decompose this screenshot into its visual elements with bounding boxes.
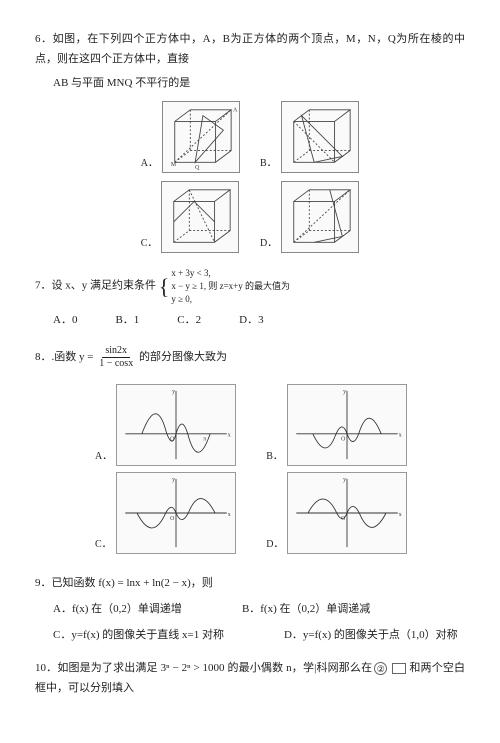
q9-opt-c: C．y=f(x) 的图像关于直线 x=1 对称 [53, 626, 224, 646]
q8-fraction: sin2x1 − cosx [96, 345, 136, 370]
svg-text:O: O [342, 516, 346, 522]
q8-fig-a: A． x y Oπ [95, 384, 236, 466]
q7-opt-b: B．1 [115, 311, 139, 331]
q7-sys1: x − y ≥ 1, 则 z=x+y 的最大值为 [171, 280, 290, 293]
q8-num: 8． [35, 351, 52, 363]
question-6: 6．如图，在下列四个正方体中，A，B为正方体的两个顶点，M，N，Q为所在棱的中点… [35, 30, 465, 253]
svg-text:π: π [204, 437, 207, 443]
question-10: 10．如图是为了求出满足 3ⁿ − 2ⁿ > 1000 的最小偶数 n，学|科网… [35, 659, 465, 699]
q6-line2: AB 与平面 MNQ 不平行的是 [53, 74, 465, 94]
svg-text:O: O [170, 516, 174, 522]
q8-post: 的部分图像大致为 [136, 351, 227, 363]
q6-label-d: D． [260, 235, 277, 253]
q8-denom: 1 − cosx [96, 358, 136, 370]
svg-text:x: x [399, 512, 402, 518]
svg-text:y: y [172, 477, 175, 483]
svg-text:A: A [233, 108, 238, 114]
q6-label-b: B． [260, 155, 277, 173]
q7-system: x + 3y < 3,x − y ≥ 1, 则 z=x+y 的最大值为y ≥ 0… [171, 267, 290, 305]
q8-fig-c: C． x y O [95, 472, 236, 554]
q7-sys2: y ≥ 0, [171, 293, 290, 306]
q6-figures: A． M A Q B． C． D． [35, 101, 465, 253]
svg-text:y: y [172, 389, 175, 395]
brace-icon: { [159, 280, 170, 293]
svg-text:Q: Q [195, 165, 200, 171]
graph-a: x y Oπ [116, 384, 236, 466]
q7-opt-d: D．3 [239, 311, 263, 331]
q8-figures: A． x y Oπ B． x y O C． x y O D． x y O [35, 378, 465, 560]
q6-fig-d: D． [260, 181, 359, 253]
q10-text: 10．如图是为了求出满足 3ⁿ − 2ⁿ > 1000 的最小偶数 n，学|科网… [35, 659, 465, 699]
graph-b: x y O [287, 384, 407, 466]
q8-fig-d: D． x y O [266, 472, 407, 554]
q7-sys0: x + 3y < 3, [171, 267, 290, 280]
q9-text: 9．已知函数 f(x) = lnx + ln(2 − x)，则 [35, 574, 465, 594]
q9-num: 9． [35, 577, 52, 589]
q6-label-a: A． [141, 155, 158, 173]
q10-text-a: 如图是为了求出满足 3ⁿ − 2ⁿ > 1000 的最小偶数 n，学|科网那么在 [57, 662, 372, 674]
q7-opt-a: A．0 [53, 311, 77, 331]
q7-num: 7． [35, 280, 52, 292]
q8-label-b: B． [266, 448, 283, 466]
cube-b [281, 101, 359, 173]
svg-text:M: M [171, 163, 177, 169]
q8-fig-b: B． x y O [266, 384, 407, 466]
q6-text1: 如图，在下列四个正方体中，A，B为正方体的两个顶点，M，N，Q为所在棱的中点，则… [35, 33, 465, 65]
q7-opt-c: C．2 [177, 311, 201, 331]
q8-label-a: A． [95, 448, 112, 466]
blank-box-icon [392, 663, 406, 674]
q8-text: 8．.函数 y = sin2x1 − cosx 的部分图像大致为 [35, 345, 465, 370]
q8-pre: .函数 y = [52, 351, 94, 363]
q6-fig-b: B． [260, 101, 359, 173]
cube-a: M A Q [162, 101, 240, 173]
q9-opt-b: B．f(x) 在（0,2）单调递减 [242, 600, 370, 620]
q8-numer: sin2x [102, 345, 130, 358]
circle-num-icon: ② [374, 662, 387, 675]
q6-fig-a: A． M A Q [141, 101, 240, 173]
q7-pre: 设 x、y 满足约束条件 [52, 280, 157, 292]
q7-text: 7．设 x、y 满足约束条件 {x + 3y < 3,x − y ≥ 1, 则 … [35, 267, 465, 305]
q8-label-d: D． [266, 536, 283, 554]
svg-text:x: x [228, 433, 231, 439]
question-9: 9．已知函数 f(x) = lnx + ln(2 − x)，则 A．f(x) 在… [35, 574, 465, 645]
svg-text:x: x [399, 433, 402, 439]
q6-num: 6． [35, 33, 53, 45]
question-8: 8．.函数 y = sin2x1 − cosx 的部分图像大致为 A． x y Oπ … [35, 345, 465, 560]
svg-text:x: x [227, 512, 230, 518]
q9-opt-a: A．f(x) 在（0,2）单调递增 [53, 600, 182, 620]
cube-c [161, 181, 239, 253]
q9-opt-d: D．y=f(x) 的图像关于点（1,0）对称 [284, 626, 458, 646]
q6-fig-c: C． [141, 181, 240, 253]
q6-label-c: C． [141, 235, 158, 253]
q10-num: 10． [35, 662, 57, 674]
svg-text:y: y [344, 477, 347, 483]
graph-c: x y O [116, 472, 236, 554]
svg-text:y: y [343, 389, 346, 395]
q9-body: 已知函数 f(x) = lnx + ln(2 − x)，则 [52, 577, 213, 589]
graph-d: x y O [287, 472, 407, 554]
svg-text:O: O [341, 437, 345, 443]
cube-d [281, 181, 359, 253]
q8-label-c: C． [95, 536, 112, 554]
q7-options: A．0 B．1 C．2 D．3 [53, 311, 465, 331]
question-7: 7．设 x、y 满足约束条件 {x + 3y < 3,x − y ≥ 1, 则 … [35, 267, 465, 331]
q9-options: A．f(x) 在（0,2）单调递增 B．f(x) 在（0,2）单调递减 C．y=f… [53, 600, 465, 646]
q6-line1: 6．如图，在下列四个正方体中，A，B为正方体的两个顶点，M，N，Q为所在棱的中点… [35, 30, 465, 70]
svg-text:O: O [170, 437, 174, 443]
